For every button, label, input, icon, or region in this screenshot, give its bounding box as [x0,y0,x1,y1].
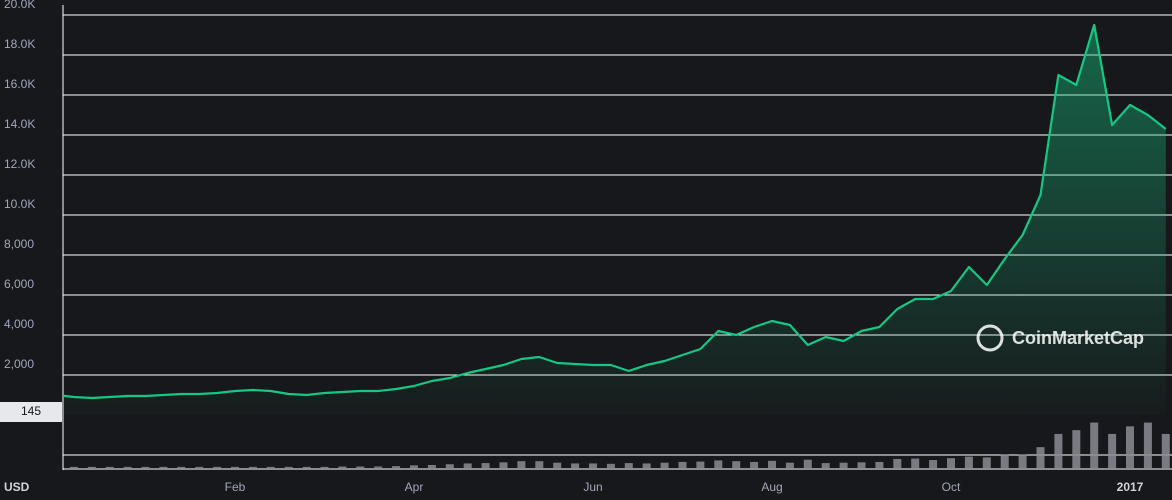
volume-bar [875,461,884,468]
volume-bar [553,462,562,468]
volume-bars [69,422,1170,468]
volume-bar [893,458,902,468]
volume-bar [1018,454,1027,468]
plot [63,23,1167,415]
volume-bar [803,459,812,468]
y-tick-label: 18.0K [4,37,35,51]
x-tick-label: Aug [761,480,782,494]
y-tick-label: 14.0K [4,117,35,131]
volume-bar [714,460,723,468]
volume-bar [159,466,168,468]
volume-bar [213,466,222,468]
volume-bar [87,466,96,468]
volume-bar [1072,430,1081,468]
y-tick-label: 10.0K [4,197,35,211]
volume-bar [195,466,204,468]
volume-bar [356,466,365,468]
volume-bar [785,462,794,468]
volume-bar [320,466,329,468]
y-tick-label: 8,000 [4,237,34,251]
y-tick-label: 16.0K [4,77,35,91]
volume-bar [123,466,132,468]
watermark: CoinMarketCap [976,324,1144,352]
x-tick-label: 2017 [1117,480,1144,494]
volume-bar [929,460,938,468]
volume-bar [1054,433,1063,468]
volume-bar [392,466,401,468]
volume-label-box [0,402,62,422]
volume-bar [302,466,311,468]
volume-bar [481,463,490,468]
volume-bar [517,461,526,468]
volume-bar [857,462,866,468]
volume-label: 145 [21,404,41,418]
volume-bar [947,458,955,468]
volume-bar [571,463,580,468]
volume-bar [624,463,633,468]
volume-bar [821,463,830,468]
volume-bar [338,466,347,468]
currency-label: USD [4,480,30,494]
volume-bar [284,466,293,468]
volume-bar [535,461,544,468]
volume-bar [696,461,705,468]
volume-bar [732,461,741,468]
volume-bar [231,466,239,468]
volume-bar [678,461,687,468]
volume-bar [839,462,848,468]
volume-bar [1108,433,1117,468]
volume-bar [1161,433,1170,468]
volume-bar [105,466,114,468]
volume-bar [642,463,651,468]
volume-bar [463,463,472,468]
volume-bar [1000,454,1009,468]
watermark-logo [976,324,1004,352]
price-line [63,23,1167,400]
watermark-text: CoinMarketCap [1012,328,1144,348]
x-tick-label: Feb [225,480,246,494]
volume-bar [499,462,508,468]
volume-bar [964,456,973,468]
y-tick-label: 2,000 [4,357,34,371]
volume-bar [982,457,991,468]
volume-bar [1126,426,1134,468]
volume-bar [410,465,418,468]
volume-bar [69,466,78,468]
volume-bar [374,466,383,468]
volume-bar [750,461,759,468]
volume-bar [1090,422,1099,468]
volume-bar [177,466,186,468]
volume-bar [445,464,454,468]
x-tick-label: Jun [583,480,602,494]
volume-bar [768,460,776,468]
volume-bar [589,463,597,468]
volume-bar [660,462,669,468]
y-tick-label: 4,000 [4,317,34,331]
volume-bar [248,466,257,468]
volume-bar [1143,422,1152,468]
y-tick-label: 6,000 [4,277,34,291]
volume-bar [911,458,920,468]
x-tick-label: Oct [942,480,961,494]
x-tick-label: Apr [405,480,424,494]
volume-bar [606,463,615,468]
volume-bar [141,466,150,468]
volume-bar [427,464,436,468]
y-tick-label: 20.0K [4,0,35,11]
y-tick-label: 12.0K [4,157,35,171]
volume-bar [1036,447,1045,468]
volume-bar [266,466,275,468]
